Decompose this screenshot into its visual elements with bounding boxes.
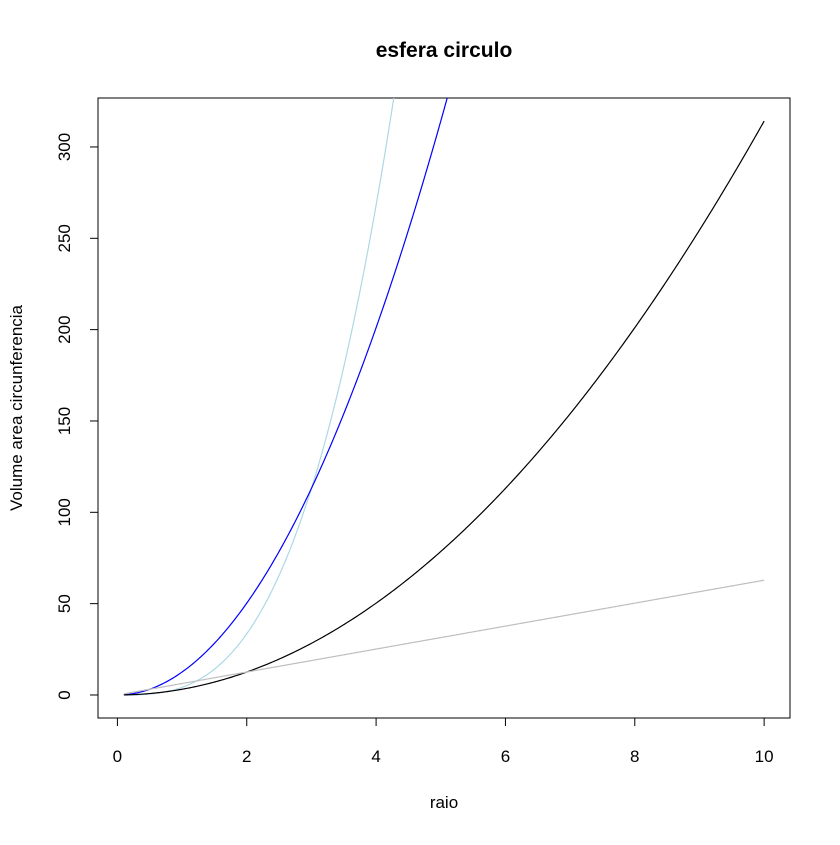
x-tick-label: 10 (755, 747, 774, 766)
x-tick-label: 8 (630, 747, 639, 766)
y-tick-label: 150 (55, 407, 74, 435)
series-line-1 (123, 98, 448, 696)
plot-area-frame (97, 97, 791, 719)
y-axis: 0 50 100 150 200 250 300 (55, 133, 99, 700)
chart-title: esfera circulo (376, 39, 513, 62)
series-line-0 (123, 98, 395, 696)
x-tick-label: 0 (113, 747, 122, 766)
x-tick-label: 2 (242, 747, 251, 766)
y-tick-label: 0 (55, 690, 74, 699)
y-tick-label: 200 (55, 315, 74, 343)
y-axis-label: Volume area circunferencia (7, 304, 26, 511)
y-tick-label: 50 (55, 594, 74, 613)
x-tick-label: 6 (501, 747, 510, 766)
curves-layer (123, 98, 765, 696)
y-tick-label: 300 (55, 133, 74, 161)
x-axis-label: raio (430, 793, 458, 812)
x-tick-label: 4 (371, 747, 380, 766)
y-tick-label: 100 (55, 498, 74, 526)
y-tick-label: 250 (55, 224, 74, 252)
x-axis: 0 2 4 6 8 10 (113, 717, 774, 766)
series-line-2 (123, 120, 765, 696)
series-line-3 (123, 579, 765, 695)
